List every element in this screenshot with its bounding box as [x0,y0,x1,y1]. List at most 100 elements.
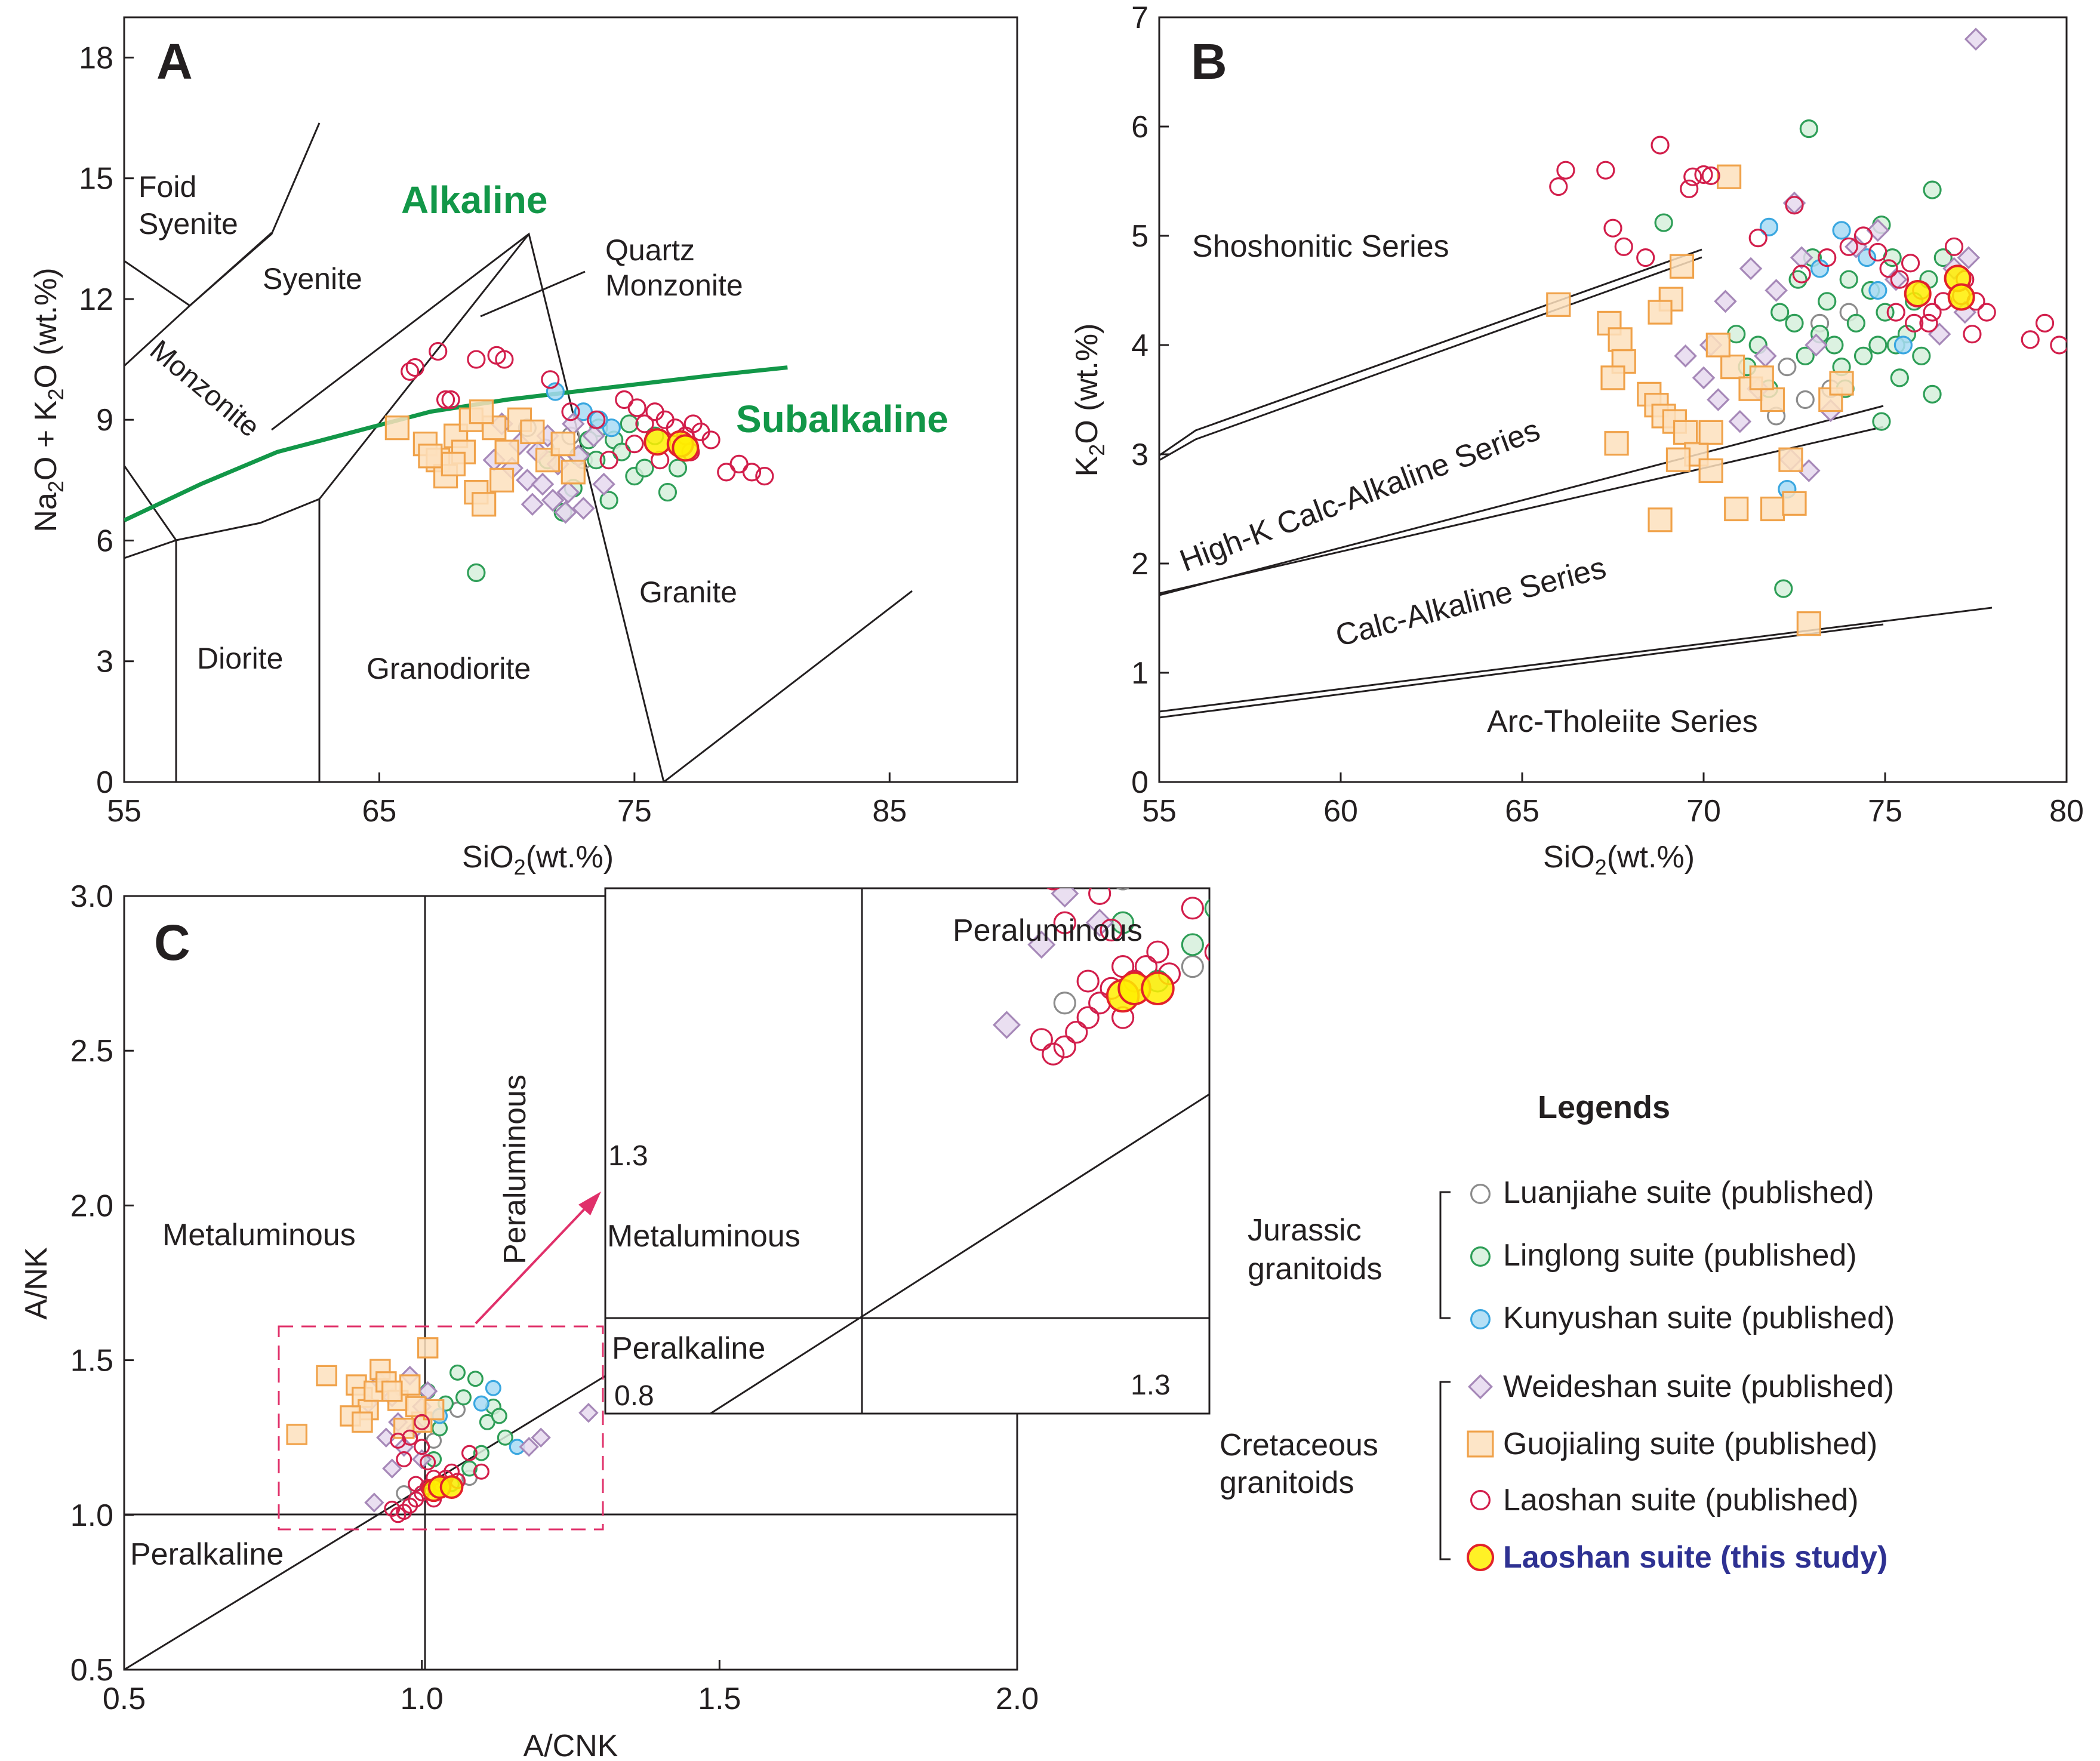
b-points-linglong-point-3 [1774,579,1793,598]
c-points-laoshan-point-0 [390,1432,407,1449]
legend-group-jurassic-line2: granitoids [1248,1252,1382,1286]
c-ticks-xtick-label: 0.5 [103,1682,146,1716]
panel-a-field-diorite: Diorite [197,642,283,675]
b-points-laoshan-point-14 [1853,226,1873,245]
a-points-laoshan-point-25 [561,402,580,421]
b-points-guojialing-point-15 [1604,431,1629,456]
a-points-laoshan-point-20 [729,454,749,473]
b-points-linglong-point-25 [1788,270,1808,289]
b-points-weideshan-point-0 [1964,27,1988,51]
inset-luanjiahe-point-3 [1181,955,1204,978]
inset-weideshan-point-7 [1087,786,1113,812]
inset-guojialing-point-10 [1085,821,1114,849]
inset-luanjiahe-point-0 [1053,992,1076,1015]
inset-laoshan-point-2 [1088,888,1111,905]
a-points-linglong-point-8 [620,414,639,433]
b-points-guojialing-point-13 [1673,420,1698,445]
inset-kunyushan-point-0 [1228,744,1249,765]
a-points-laoshan-point-2 [429,341,448,361]
c-points-laoshan-point-17 [414,1414,430,1430]
b-points-laoshan-point-16 [1879,259,1898,278]
inset-weideshan-point-8 [1098,750,1124,775]
b-ticks-xtick-label: 60 [1323,794,1358,829]
panel-a-alkaline-line [124,365,788,522]
b-points-weideshan-point-22 [1707,388,1730,411]
panel-c-points [286,1337,599,1523]
inset-weideshan-point-14 [1027,930,1056,959]
b-ticks-xtick-label: 65 [1505,794,1539,829]
b-points-linglong-point-13 [1846,313,1865,333]
b-points-laoshan-point-26 [1963,325,1982,344]
panel-b-frame [1158,16,2068,783]
b-points-linglong-point-10 [1825,335,1844,355]
panel-b-points [1546,27,2067,636]
panel-a-ylabel: Na2O + K2O (wt.%) [29,267,68,532]
b-points-weideshan-point-7 [1728,410,1752,433]
b-points-kunyushan-point-1 [1832,221,1851,240]
b-points-guojialing-point-24 [1720,354,1745,380]
b-points-linglong-point-9 [1818,292,1837,311]
a-points-laoshan-point-1 [405,358,424,377]
b-points-guojialing-point-23 [1796,611,1821,636]
a-points-guojialing-point-7 [472,492,497,517]
b-points-kunyushan-point-6 [1893,335,1913,355]
legend-marker-luanjiahe [1470,1183,1491,1204]
b-points-laoshan-point-13 [1839,237,1858,256]
c-points-guojialing-point-11 [417,1337,439,1359]
b-points-laoshan-point-12 [1818,248,1837,267]
b-points-guojialing-point-1 [1546,292,1571,317]
b-points-kunyushan-point-4 [1868,281,1887,300]
inset-guojialing-point-11 [1097,646,1126,675]
b-ticks-xtick-label: 55 [1142,794,1177,829]
inset-laoshan-point-17 [1089,825,1110,846]
b-points-linglong-point-12 [1839,270,1858,289]
b-points-guojialing-point-31 [1698,420,1723,445]
inset-guojialing-point-3 [969,763,998,792]
inset-guojialing-point-17 [969,821,998,849]
a-points-linglong-point-7 [658,482,678,502]
legend-marker-linglong [1470,1246,1491,1267]
b-points-linglong-point-5 [1923,384,1942,404]
inset-this_study-point-2 [1141,971,1175,1006]
legend-marker-weideshan [1468,1374,1493,1399]
c-ticks-ytick-label: 1.0 [70,1498,113,1533]
panel-b-series-boundaries [1159,248,1993,719]
b-points-weideshan-point-3 [1714,290,1737,313]
inset-field-peralkaline: Peralkaline [612,1331,765,1366]
b-points-laoshan-point-3 [1651,136,1670,155]
b-ticks-ytick-label: 1 [1131,656,1148,691]
a-points-guojialing-point-10 [418,444,443,469]
c-ticks-ytick-label: 0.5 [70,1653,113,1688]
panel-b-xlabel: SiO2(wt.%) [1543,840,1695,879]
b-points-linglong-point-6 [1785,313,1804,333]
c-points-linglong-point-6 [461,1460,478,1477]
b-points-linglong-point-22 [1912,346,1931,365]
inset-laoshan-point-6 [1042,1042,1065,1066]
c-points-guojialing-point-1 [316,1365,337,1387]
a-points-laoshan-point-0 [401,362,420,381]
panel-a: A Foid Syenite Syenite Monzonite Quartz … [29,16,1018,879]
inset-linglong-point-12 [1240,810,1261,831]
a-points-guojialing-point-18 [494,439,519,464]
inset-weideshan-point-2 [1064,713,1089,739]
c-points-guojialing-point-9 [399,1374,421,1396]
legend-label-laoshan: Laoshan suite (published) [1503,1483,1859,1517]
inset-linglong-point-6 [1181,933,1204,956]
panel-c-field-peralkaline: Peralkaline [130,1537,284,1572]
panel-a-field-boundaries [124,122,913,782]
inset-weideshan-point-12 [1319,859,1345,885]
panel-c-zoom-box [278,1325,604,1531]
a-points-laoshan-point-3 [436,390,455,410]
panel-a-subalkaline-label: Subalkaline [736,398,949,441]
c-ticks-ytick-label: 2.5 [70,1034,113,1069]
panel-b-ylabel: K2O (wt.%) [1070,324,1109,477]
b-points-laoshan-point-22 [1944,237,1964,256]
b-points-guojialing-point-8 [1600,365,1625,390]
b-points-luanjiahe-point-1 [1778,357,1797,377]
inset-guojialing-point-1 [900,712,928,740]
b-points-linglong-point-31 [1770,303,1790,322]
c-ticks-xtick-label: 1.0 [401,1682,444,1716]
panel-a-field-syenite: Syenite [263,262,362,295]
b-points-laoshan-point-27 [1919,313,1938,333]
a-points-laoshan-point-21 [742,463,762,482]
